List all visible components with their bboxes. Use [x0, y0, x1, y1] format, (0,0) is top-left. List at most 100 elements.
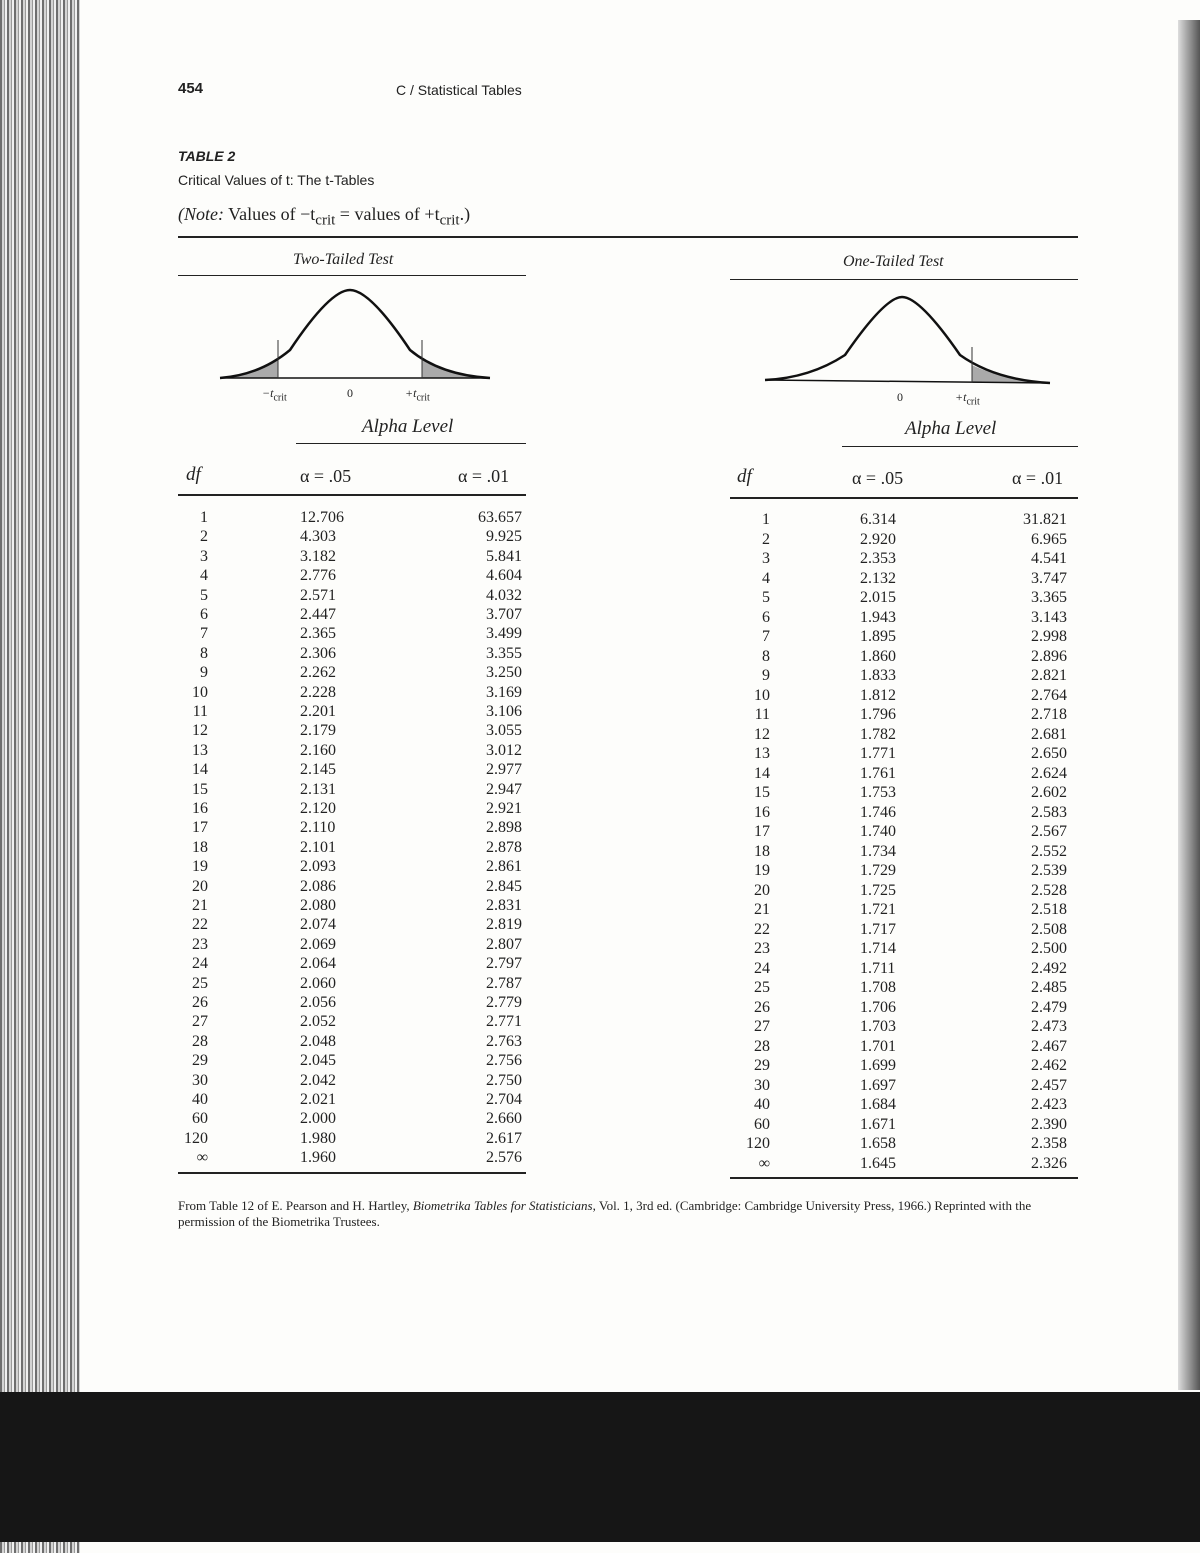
alpha-01-cell: 2.779 — [486, 994, 522, 1011]
df-cell: 21 — [192, 897, 208, 914]
df-cell: 12 — [754, 725, 770, 743]
alpha-01-cell: 2.485 — [1031, 979, 1067, 996]
alpha-01-cell: 5.841 — [486, 547, 522, 565]
df-cell: 3 — [200, 547, 208, 565]
left-tail-shade — [220, 360, 278, 378]
alpha-01-cell: 2.602 — [1031, 784, 1067, 801]
alpha-05-header: α = .05 — [852, 468, 904, 488]
df-cell: 3 — [762, 550, 770, 567]
df-cell: 4 — [200, 567, 208, 585]
df-cell: 5 — [200, 586, 208, 604]
alpha-level-rule — [296, 443, 526, 444]
note-end: .) — [459, 204, 471, 224]
alpha-05-cell: 1.697 — [860, 1076, 896, 1094]
df-cell: 9 — [762, 667, 770, 684]
df-cell: 21 — [754, 901, 770, 918]
alpha-01-cell: 2.896 — [1031, 647, 1067, 665]
alpha-05-cell: 12.706 — [300, 509, 344, 526]
note-mid: = values of +t — [335, 204, 440, 224]
two-tailed-curve-diagram — [219, 288, 491, 380]
alpha-01-cell: 2.624 — [1031, 764, 1067, 782]
alpha-05-cell: 2.571 — [300, 586, 336, 604]
alpha-05-cell: 1.960 — [300, 1149, 336, 1167]
alpha-01-cell: 2.358 — [1031, 1135, 1067, 1152]
df-cell: 17 — [754, 823, 770, 840]
alpha-01-cell: 2.518 — [1031, 901, 1067, 918]
alpha-05-cell: 2.101 — [300, 838, 336, 856]
alpha-01-cell: 2.861 — [486, 858, 522, 876]
alpha-01-cell: 2.567 — [1031, 823, 1067, 840]
alpha-01-cell: 2.756 — [486, 1052, 522, 1070]
alpha-01-cell: 2.787 — [486, 974, 522, 992]
alpha-05-cell: 2.353 — [860, 550, 896, 567]
alpha-05-cell: 2.160 — [300, 741, 336, 759]
alpha-01-cell: 2.508 — [1031, 920, 1067, 938]
df-cell: 7 — [200, 625, 208, 643]
bell-curve — [764, 295, 1051, 385]
alpha-01-header: α = .01 — [1012, 468, 1064, 488]
alpha-05-cell: 2.132 — [860, 569, 896, 587]
label-text: −t — [262, 386, 274, 400]
alpha-05-cell: 6.314 — [860, 511, 896, 528]
df-cell: 23 — [192, 935, 208, 953]
df-cell: 4 — [762, 569, 770, 587]
alpha-01-cell: 2.492 — [1031, 959, 1067, 977]
df-cell: 13 — [192, 741, 208, 759]
label-sub: crit — [966, 396, 980, 408]
df-cell: 2 — [200, 528, 208, 546]
alpha-05-cell: 2.052 — [300, 1013, 336, 1031]
label-text: +t — [955, 390, 967, 404]
alpha-01-cell: 2.831 — [486, 897, 522, 914]
alpha-05-cell: 1.729 — [860, 862, 896, 879]
df-cell: 26 — [754, 998, 770, 1016]
df-cell: 120 — [746, 1135, 770, 1152]
alpha-05-cell: 1.714 — [860, 940, 896, 957]
running-title: C / Statistical Tables — [396, 82, 522, 98]
top-rule — [178, 236, 1078, 238]
alpha-05-cell: 2.365 — [300, 625, 336, 643]
df-cell: 8 — [762, 647, 770, 665]
df-cell: 29 — [754, 1057, 770, 1074]
df-cell: 14 — [192, 761, 208, 779]
alpha-01-cell: 2.681 — [1031, 725, 1067, 743]
df-cell: 27 — [754, 1018, 770, 1035]
df-cell: 26 — [192, 994, 208, 1011]
alpha-01-cell: 6.965 — [1031, 530, 1067, 548]
alpha-05-cell: 2.045 — [300, 1052, 336, 1070]
alpha-05-cell: 1.717 — [860, 920, 896, 938]
alpha-05-cell: 2.093 — [300, 858, 336, 876]
alpha-01-header: α = .01 — [458, 466, 510, 486]
alpha-01-cell: 2.797 — [486, 955, 522, 973]
one-tailed-rule — [730, 279, 1078, 280]
alpha-05-cell: 2.228 — [300, 683, 336, 701]
alpha-01-cell: 3.499 — [486, 625, 522, 643]
df-cell: 30 — [192, 1071, 208, 1089]
df-cell: 20 — [754, 881, 770, 899]
alpha-01-cell: 2.467 — [1031, 1037, 1067, 1055]
df-cell: 29 — [192, 1052, 208, 1070]
alpha-05-cell: 2.131 — [300, 780, 336, 798]
alpha-05-cell: 1.671 — [860, 1115, 896, 1133]
alpha-01-cell: 2.539 — [1031, 862, 1067, 879]
df-cell: 10 — [192, 683, 208, 701]
alpha-05-cell: 2.048 — [300, 1032, 336, 1050]
alpha-01-cell: 4.604 — [486, 567, 522, 585]
df-cell: 11 — [754, 706, 770, 723]
note-body: Values of −t — [223, 204, 316, 224]
alpha-01-cell: 2.718 — [1031, 706, 1067, 723]
alpha-01-cell: 2.845 — [486, 877, 522, 895]
alpha-05-cell: 2.000 — [300, 1110, 336, 1128]
df-cell: 8 — [200, 644, 208, 662]
alpha-05-cell: 2.447 — [300, 606, 336, 623]
alpha-05-cell: 2.120 — [300, 800, 336, 817]
alpha-05-cell: 1.771 — [860, 745, 896, 762]
alpha-05-cell: 2.015 — [860, 589, 896, 606]
df-cell: 18 — [192, 838, 208, 856]
alpha-05-cell: 1.721 — [860, 901, 896, 918]
source-footnote: From Table 12 of E. Pearson and H. Hartl… — [178, 1198, 1078, 1230]
df-cell: 16 — [192, 800, 208, 817]
page-number: 454 — [178, 80, 204, 97]
alpha-05-cell: 2.262 — [300, 664, 336, 682]
alpha-01-cell: 2.500 — [1031, 940, 1067, 957]
alpha-05-cell: 1.740 — [860, 823, 896, 840]
